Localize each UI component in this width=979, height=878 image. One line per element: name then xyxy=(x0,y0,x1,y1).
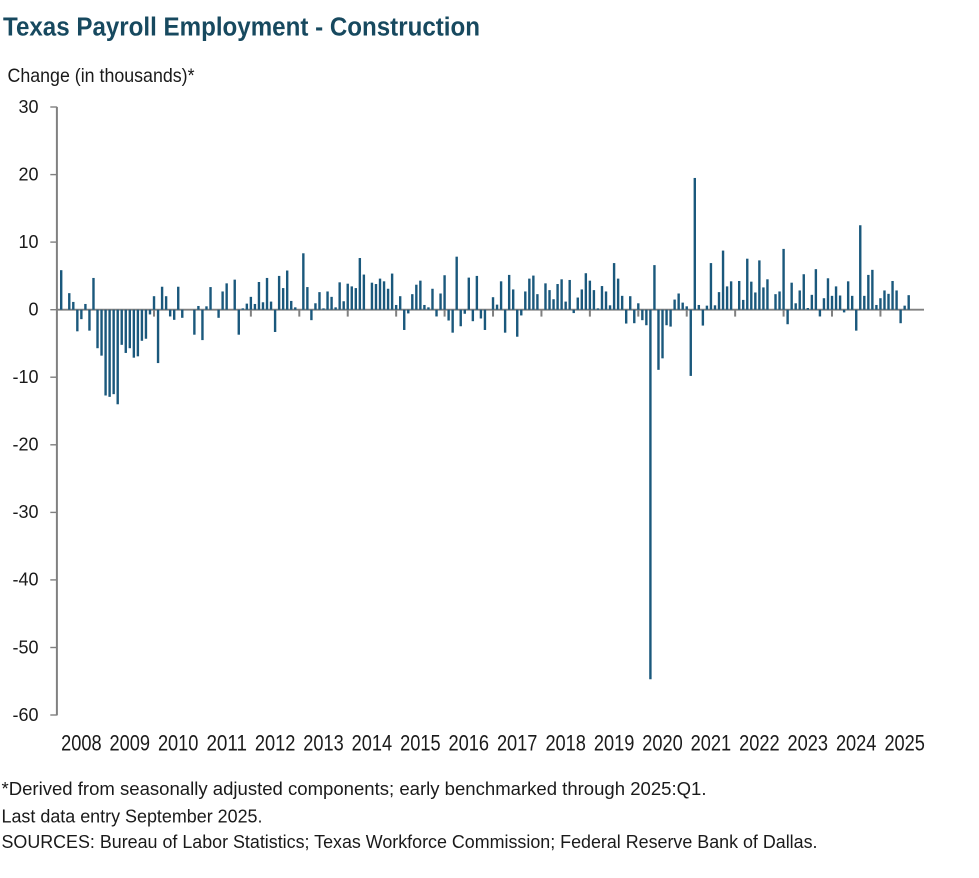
svg-text:2008: 2008 xyxy=(61,730,102,755)
svg-text:Change (in thousands)*: Change (in thousands)* xyxy=(8,65,195,87)
svg-text:2014: 2014 xyxy=(352,730,393,755)
svg-text:-50: -50 xyxy=(12,637,38,657)
svg-text:-20: -20 xyxy=(12,435,38,455)
svg-text:Last data entry September 2025: Last data entry September 2025. xyxy=(2,806,263,827)
svg-text:-30: -30 xyxy=(12,502,38,522)
svg-text:2023: 2023 xyxy=(788,730,829,755)
svg-text:20: 20 xyxy=(18,164,38,184)
svg-text:0: 0 xyxy=(28,300,38,320)
svg-text:2015: 2015 xyxy=(400,730,441,755)
svg-text:10: 10 xyxy=(18,232,38,252)
svg-text:2010: 2010 xyxy=(158,730,199,755)
svg-text:-40: -40 xyxy=(12,570,38,590)
svg-text:2009: 2009 xyxy=(110,730,151,755)
svg-text:2018: 2018 xyxy=(545,730,586,755)
svg-text:2025: 2025 xyxy=(884,730,925,755)
svg-text:2019: 2019 xyxy=(594,730,635,755)
svg-text:2017: 2017 xyxy=(497,730,538,755)
svg-text:SOURCES: Bureau of Labor Stati: SOURCES: Bureau of Labor Statistics; Tex… xyxy=(2,831,818,852)
svg-text:2012: 2012 xyxy=(255,730,296,755)
svg-text:2021: 2021 xyxy=(691,730,732,755)
svg-text:2013: 2013 xyxy=(303,730,344,755)
svg-text:2016: 2016 xyxy=(449,730,490,755)
svg-text:2011: 2011 xyxy=(206,730,247,755)
svg-text:2020: 2020 xyxy=(642,730,683,755)
svg-text:-60: -60 xyxy=(12,705,38,725)
svg-text:*Derived from seasonally adjus: *Derived from seasonally adjusted compon… xyxy=(2,778,707,799)
svg-text:2022: 2022 xyxy=(739,730,780,755)
svg-text:Texas Payroll Employment - Con: Texas Payroll Employment - Construction xyxy=(3,14,480,42)
svg-text:30: 30 xyxy=(18,97,38,117)
svg-text:-10: -10 xyxy=(12,367,38,387)
svg-text:2024: 2024 xyxy=(836,730,877,755)
